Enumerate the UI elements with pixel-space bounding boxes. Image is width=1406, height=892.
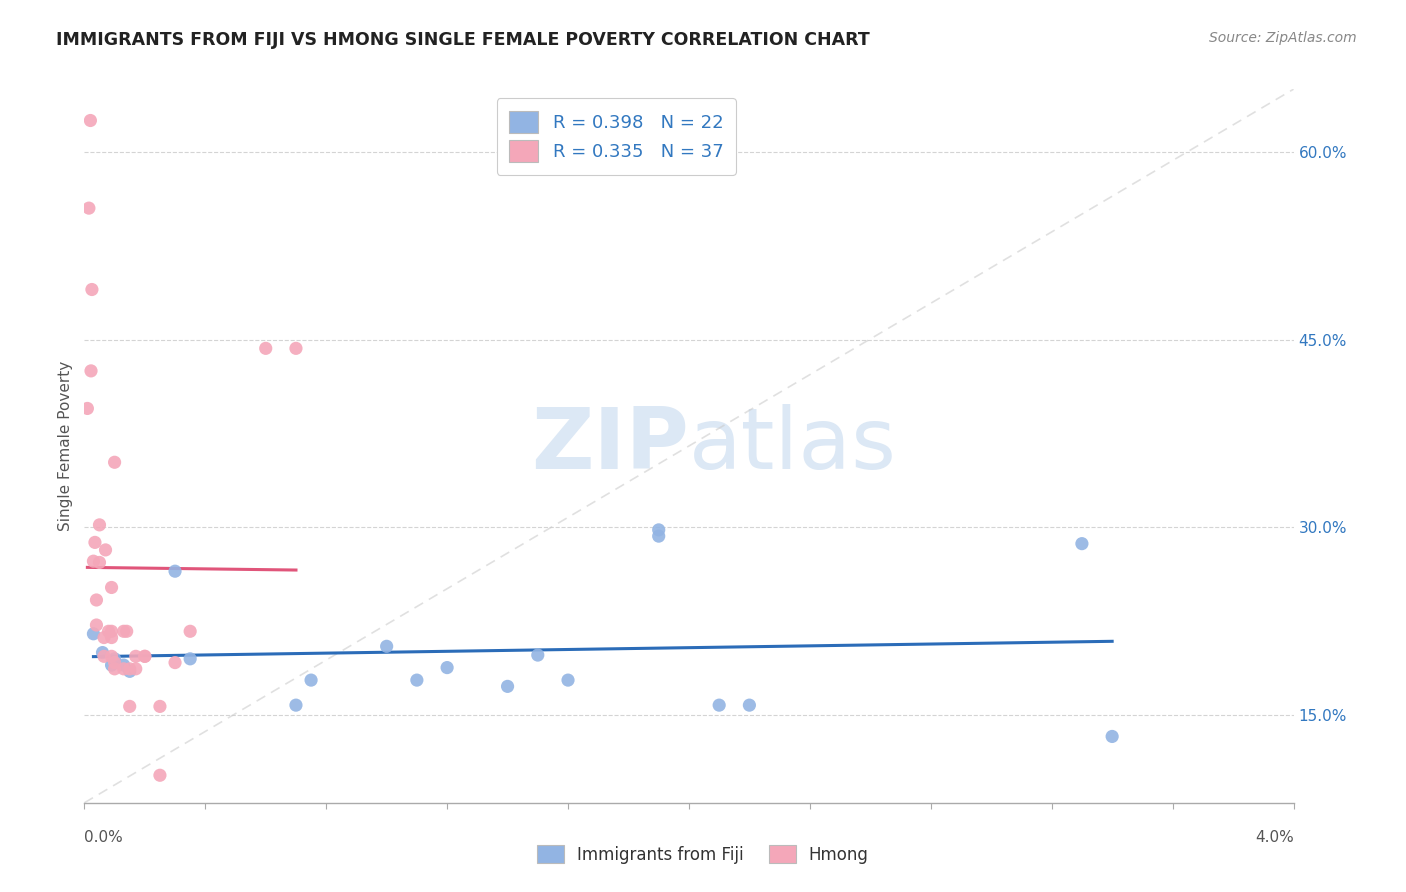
Point [86, 593, 108, 607]
Point [104, 652, 127, 666]
Point [82, 627, 104, 641]
Y-axis label: Single Female Poverty: Single Female Poverty [58, 361, 73, 531]
Point [100, 649, 122, 664]
Point [84, 535, 107, 549]
Point [285, 698, 308, 713]
Point [285, 342, 308, 356]
Point [254, 342, 277, 356]
Point [648, 523, 671, 537]
Point [179, 652, 201, 666]
Point [80, 283, 103, 297]
Point [112, 624, 135, 639]
Point [97, 624, 120, 639]
Text: IMMIGRANTS FROM FIJI VS HMONG SINGLE FEMALE POVERTY CORRELATION CHART: IMMIGRANTS FROM FIJI VS HMONG SINGLE FEM… [56, 31, 870, 49]
Point [406, 673, 429, 687]
Legend: R = 0.398   N = 22, R = 0.335   N = 37: R = 0.398 N = 22, R = 0.335 N = 37 [496, 98, 737, 175]
Point [115, 624, 138, 639]
Point [118, 699, 141, 714]
Point [80, 364, 103, 378]
Point [527, 648, 550, 662]
Point [104, 656, 127, 670]
Point [648, 529, 671, 543]
Point [709, 698, 731, 713]
Point [100, 631, 122, 645]
Point [79, 113, 101, 128]
Point [86, 618, 108, 632]
Point [100, 581, 122, 595]
Point [738, 698, 761, 713]
Point [93, 631, 115, 645]
Point [77, 201, 100, 215]
Legend: Immigrants from Fiji, Hmong: Immigrants from Fiji, Hmong [530, 838, 876, 871]
Point [1101, 730, 1123, 744]
Point [104, 662, 127, 676]
Point [89, 556, 111, 570]
Text: ZIP: ZIP [531, 404, 689, 488]
Point [100, 624, 122, 639]
Point [112, 658, 135, 673]
Point [299, 673, 322, 687]
Point [118, 662, 141, 676]
Text: 0.0%: 0.0% [84, 830, 124, 845]
Point [149, 768, 172, 782]
Text: atlas: atlas [689, 404, 897, 488]
Point [179, 624, 201, 639]
Point [93, 649, 115, 664]
Point [89, 517, 111, 532]
Point [557, 673, 579, 687]
Point [165, 656, 187, 670]
Point [94, 542, 117, 557]
Point [125, 662, 148, 676]
Point [375, 640, 398, 654]
Point [91, 646, 114, 660]
Point [134, 649, 156, 664]
Point [496, 679, 519, 693]
Point [100, 658, 122, 673]
Point [118, 665, 141, 679]
Point [82, 554, 104, 568]
Point [436, 660, 458, 674]
Point [134, 649, 156, 664]
Text: 4.0%: 4.0% [1254, 830, 1294, 845]
Point [165, 564, 187, 578]
Point [1071, 536, 1094, 550]
Point [104, 455, 127, 469]
Point [112, 662, 135, 676]
Text: Source: ZipAtlas.com: Source: ZipAtlas.com [1209, 31, 1357, 45]
Point [125, 649, 148, 664]
Point [76, 401, 98, 416]
Point [149, 699, 172, 714]
